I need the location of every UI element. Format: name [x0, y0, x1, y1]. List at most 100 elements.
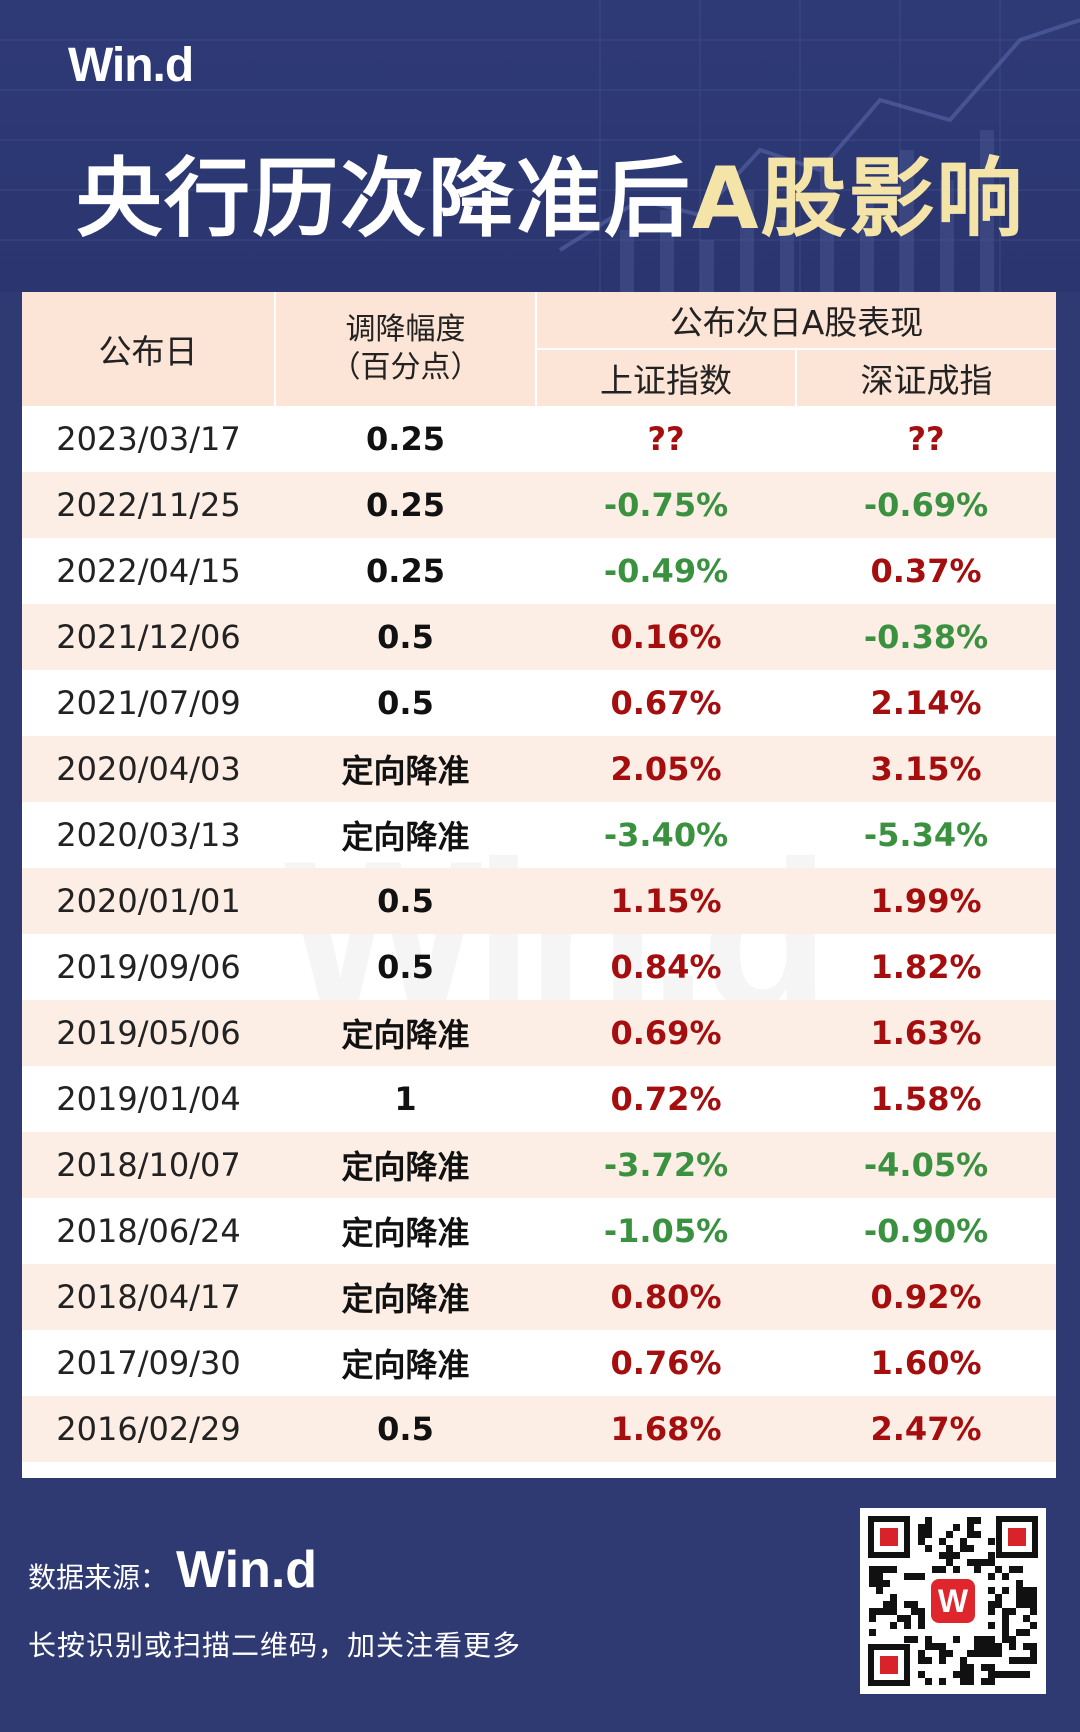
- cell-cut: 0.5: [275, 604, 536, 670]
- cell-date: 2020/01/01: [22, 868, 275, 934]
- decorative-chart-background: [0, 0, 1080, 292]
- cell-shenzhen: 1.99%: [796, 868, 1057, 934]
- cell-date: 2019/01/04: [56, 1080, 241, 1118]
- cell-shanghai: 0.80%: [536, 1264, 796, 1330]
- cell-shenzhen: 2.47%: [796, 1396, 1057, 1462]
- cell-cut: 定向降准: [275, 736, 536, 802]
- cell-date: 2019/05/06: [22, 1000, 275, 1066]
- header-next-day-group: 公布次日A股表现: [536, 292, 1057, 350]
- cell-shenzhen: 2.14%: [870, 684, 982, 722]
- cell-cut: 0.25: [275, 472, 536, 538]
- header-shenzhen: 深证成指: [796, 349, 1057, 406]
- cell-date: 2021/07/09: [56, 684, 241, 722]
- header-date: 公布日: [22, 292, 276, 406]
- cell-shenzhen: 3.15%: [796, 736, 1057, 802]
- table-row: 2018/06/24 定向降准 -1.05% -0.90%: [22, 1198, 1056, 1264]
- cell-date: 2017/09/30: [56, 1344, 241, 1382]
- table-row: 2020/04/03 定向降准 2.05% 3.15%: [22, 736, 1057, 802]
- cell-cut: 定向降准: [275, 1264, 536, 1330]
- cell-shenzhen: 1.63%: [796, 1000, 1057, 1066]
- cell-shenzhen: -0.38%: [796, 604, 1057, 670]
- cell-shenzhen: -0.69%: [796, 472, 1057, 538]
- cell-date: 2020/04/03: [22, 736, 275, 802]
- source-label: 数据来源：: [28, 1561, 169, 1594]
- table-row: 2017/09/30 定向降准 0.76% 1.60%: [22, 1330, 1056, 1396]
- header-shanghai: 上证指数: [536, 349, 797, 406]
- qr-badge: W: [938, 1583, 969, 1619]
- cell-shanghai: 0.67%: [610, 684, 722, 722]
- cell-shanghai: -0.75%: [536, 472, 796, 538]
- table-row: 2020/03/13 定向降准 -3.40% -5.34%: [22, 802, 1056, 868]
- cell-shanghai: 2.05%: [536, 736, 796, 802]
- table-row: 2023/03/17 0.25????: [22, 406, 1056, 472]
- cell-shanghai: 0.16%: [536, 604, 796, 670]
- cell-date: 2018/06/24: [56, 1212, 241, 1250]
- cell-shanghai: 1.68%: [536, 1396, 796, 1462]
- cell-date: 2016/02/29: [22, 1396, 275, 1462]
- table-row: 2016/02/29 0.5 1.68% 2.47%: [22, 1396, 1057, 1462]
- cell-cut: 0.25: [366, 552, 445, 590]
- wind-logo: Win.d: [68, 39, 194, 92]
- cell-date: 2021/12/06: [22, 604, 275, 670]
- table-row: 2019/09/06 0.5 0.84% 1.82%: [22, 934, 1056, 1000]
- header-cut-line1: 调降幅度: [345, 312, 466, 347]
- title-highlight: A股影响: [692, 149, 1025, 249]
- cell-shanghai: 0.69%: [536, 1000, 796, 1066]
- source-logo: Win.d: [176, 1541, 318, 1599]
- table-row: 2021/07/09 0.5 0.67% 2.14%: [22, 670, 1056, 736]
- table-row: 2021/12/06 0.5 0.16% -0.38%: [22, 604, 1057, 670]
- cell-shenzhen: 1.82%: [870, 948, 982, 986]
- cell-date: 2018/10/07: [22, 1132, 275, 1198]
- cell-shenzhen: 1.60%: [870, 1344, 982, 1382]
- cell-shenzhen: 1.58%: [870, 1080, 982, 1118]
- header-cut-line2: （百分点）: [330, 350, 481, 385]
- cell-shanghai: -0.49%: [603, 552, 729, 590]
- table-row: 2022/04/15 0.25 -0.49% 0.37%: [22, 538, 1056, 604]
- table-row: 2020/01/01 0.5 1.15% 1.99%: [22, 868, 1057, 934]
- cell-shenzhen: 0.92%: [796, 1264, 1057, 1330]
- title-main: 央行历次降准后: [76, 149, 692, 249]
- cell-cut: 定向降准: [341, 1214, 470, 1252]
- cell-date: 2023/03/17: [56, 420, 241, 458]
- cell-shanghai: ??: [647, 420, 685, 458]
- rrr-cut-table: 公布日 调降幅度 （百分点） 公布次日A股表现 上证指数 深证成指 2023/03…: [22, 292, 1057, 1462]
- cell-cut: 定向降准: [275, 1132, 536, 1198]
- cell-cut: 0.5: [275, 868, 536, 934]
- follow-note: 长按识别或扫描二维码，加关注看更多: [28, 1629, 522, 1662]
- cell-date: 2018/04/17: [22, 1264, 275, 1330]
- table-row: 2022/11/25 0.25 -0.75% -0.69%: [22, 472, 1057, 538]
- cell-shanghai: 1.15%: [536, 868, 796, 934]
- cell-shanghai: 0.72%: [610, 1080, 722, 1118]
- cell-date: 2022/04/15: [56, 552, 241, 590]
- table-row: 2018/04/17 定向降准 0.80% 0.92%: [22, 1264, 1057, 1330]
- qr-code-icon[interactable]: W: [860, 1508, 1046, 1694]
- cell-shenzhen: ??: [907, 420, 945, 458]
- cell-shenzhen: 0.37%: [870, 552, 982, 590]
- cell-cut: 0.5: [377, 948, 434, 986]
- cell-cut: 定向降准: [341, 1346, 470, 1384]
- cell-cut: 定向降准: [341, 818, 470, 856]
- cell-shanghai: -3.72%: [536, 1132, 796, 1198]
- cell-cut: 1: [394, 1080, 417, 1118]
- cell-cut: 定向降准: [275, 1000, 536, 1066]
- header-banner: Win.d 央行历次降准后A股影响: [0, 0, 1080, 292]
- cell-date: 2022/11/25: [22, 472, 275, 538]
- cell-shanghai: -1.05%: [603, 1212, 729, 1250]
- table-row: 2019/05/06 定向降准 0.69% 1.63%: [22, 1000, 1057, 1066]
- cell-cut: 0.25: [366, 420, 445, 458]
- cell-shenzhen: -5.34%: [863, 816, 989, 854]
- data-table-panel: Win.d 公布日 调降幅度（百分点） 公布次日A股表现 上证指数 深证成指 2…: [22, 292, 1057, 1478]
- cell-shenzhen: -0.90%: [863, 1212, 989, 1250]
- table-row: 2019/01/04 1 0.72% 1.58%: [22, 1066, 1056, 1132]
- cell-shanghai: -3.40%: [603, 816, 729, 854]
- cell-shenzhen: -4.05%: [796, 1132, 1057, 1198]
- header-cut: 调降幅度 （百分点）: [275, 292, 537, 406]
- table-row: 2018/10/07 定向降准 -3.72% -4.05%: [22, 1132, 1057, 1198]
- cell-date: 2020/03/13: [56, 816, 241, 854]
- page-title: 央行历次降准后A股影响: [76, 128, 1025, 253]
- cell-shanghai: 0.76%: [610, 1344, 722, 1382]
- cell-cut: 0.5: [275, 1396, 536, 1462]
- cell-date: 2019/09/06: [56, 948, 241, 986]
- cell-cut: 0.5: [377, 684, 434, 722]
- cell-shanghai: 0.84%: [610, 948, 722, 986]
